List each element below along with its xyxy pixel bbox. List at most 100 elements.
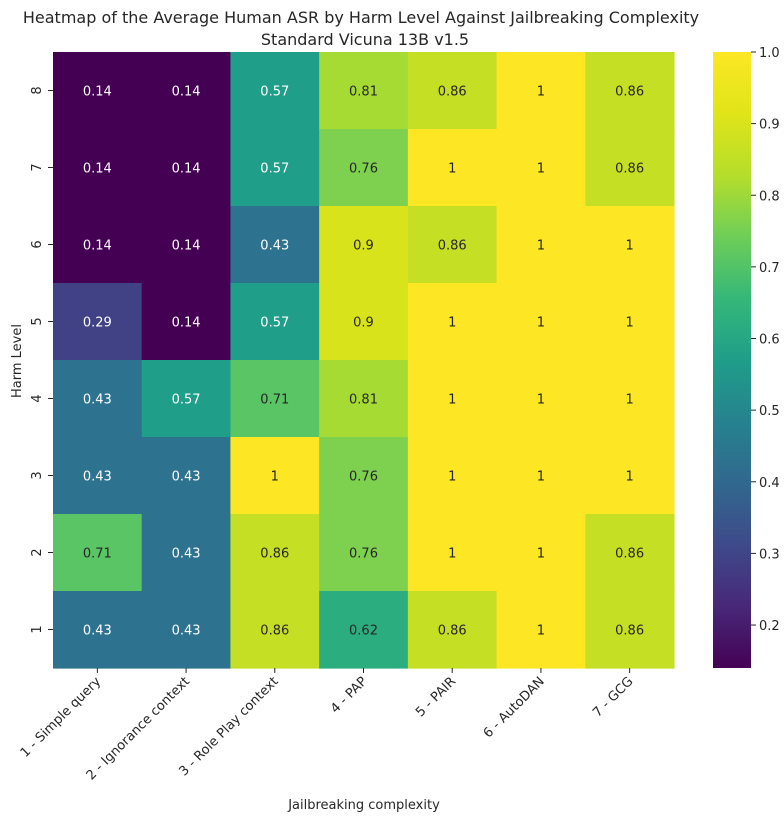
heatmap-cell — [230, 591, 320, 669]
cell-value-label: 1 — [448, 316, 456, 331]
colorbar-tick-label: 0.9 — [759, 118, 780, 133]
heatmap-cell — [407, 206, 498, 284]
heatmap-cell — [407, 360, 498, 438]
heatmap-cell — [496, 360, 586, 438]
heatmap-cell — [585, 129, 675, 207]
cell-value-label: 0.86 — [615, 624, 644, 639]
heatmap-cell — [230, 283, 320, 361]
cell-value-label: 0.71 — [83, 547, 112, 562]
cell-value-label: 0.57 — [260, 85, 289, 100]
heatmap-cell — [496, 206, 586, 284]
x-tick-label: 2 - Ignorance context — [84, 674, 193, 783]
heatmap-cell — [585, 283, 675, 361]
heatmap-cell — [141, 52, 232, 130]
cell-value-label: 0.57 — [260, 162, 289, 177]
y-tick-label: 2 — [30, 548, 45, 556]
cell-value-label: 0.14 — [172, 85, 201, 100]
heatmap-cell — [53, 437, 143, 515]
y-tick-label: 8 — [30, 86, 45, 94]
colorbar-tick-label: 0.5 — [759, 404, 780, 419]
y-tick-label: 5 — [30, 317, 45, 325]
cell-value-label: 1 — [537, 162, 545, 177]
cell-value-label: 0.43 — [83, 470, 112, 485]
cell-value-label: 0.14 — [83, 85, 112, 100]
heatmap-cell — [496, 437, 586, 515]
cell-value-label: 0.86 — [438, 85, 467, 100]
heatmap-cell — [53, 129, 143, 207]
heatmap-cell — [407, 591, 498, 669]
y-tick-label: 1 — [30, 625, 45, 633]
heatmap-cell — [141, 591, 232, 669]
cell-value-label: 0.81 — [349, 393, 378, 408]
colorbar-tick-label: 0.7 — [759, 261, 780, 276]
cell-value-label: 0.14 — [83, 162, 112, 177]
cell-value-label: 0.71 — [260, 393, 289, 408]
colorbar-scale — [713, 52, 751, 668]
heatmap-cell — [230, 206, 320, 284]
heatmap-cell — [319, 283, 409, 361]
cell-value-label: 1 — [625, 316, 633, 331]
cell-value-label: 1 — [537, 470, 545, 485]
cell-annotations: 0.14 0.14 0.57 0.81 0.86 1 0.86 0.14 0.14 0.57 0.7… — [83, 85, 644, 639]
heatmap-cell — [141, 360, 232, 438]
x-axis-label: Jailbreaking complexity — [287, 798, 440, 813]
cell-value-label: 1 — [625, 393, 633, 408]
cell-value-label: 0.43 — [83, 624, 112, 639]
heatmap-cell — [141, 206, 232, 284]
heatmap-cell — [230, 360, 320, 438]
y-axis-ticks: 8 7 6 5 4 3 2 1 — [30, 86, 53, 634]
heatmap-cell — [53, 206, 143, 284]
heatmap-cell — [496, 129, 586, 207]
cell-value-label: 0.86 — [260, 624, 289, 639]
heatmap-cell — [319, 591, 409, 669]
heatmap-cell — [53, 52, 143, 130]
cell-value-label: 0.76 — [349, 162, 378, 177]
cell-value-label: 1 — [537, 316, 545, 331]
colorbar-tick-label: 0.6 — [759, 333, 780, 348]
heatmap-cell — [141, 514, 232, 592]
heatmap-cell — [319, 437, 409, 515]
cell-value-label: 1 — [625, 470, 633, 485]
cell-value-label: 0.43 — [172, 470, 201, 485]
cell-value-label: 0.43 — [172, 547, 201, 562]
heatmap-cells — [53, 52, 675, 669]
colorbar-tick-label: 0.4 — [759, 476, 780, 491]
heatmap-cell — [141, 129, 232, 207]
heatmap-cell — [496, 591, 586, 669]
x-tick-label: 7 - GCG — [590, 674, 636, 720]
colorbar-tick-label: 0.2 — [759, 619, 780, 634]
colorbar-tick-label: 0.8 — [759, 189, 780, 204]
heatmap-cell — [141, 437, 232, 515]
cell-value-label: 0.43 — [172, 624, 201, 639]
cell-value-label: 0.86 — [615, 162, 644, 177]
cell-value-label: 0.76 — [349, 547, 378, 562]
heatmap-cell — [53, 360, 143, 438]
heatmap-cell — [141, 283, 232, 361]
cell-value-label: 0.76 — [349, 470, 378, 485]
cell-value-label: 0.86 — [438, 624, 467, 639]
cell-value-label: 0.43 — [260, 239, 289, 254]
heatmap-cell — [496, 514, 586, 592]
heatmap-cell — [230, 437, 320, 515]
x-tick-label: 5 - PAIR — [413, 674, 459, 720]
cell-value-label: 0.14 — [172, 316, 201, 331]
cell-value-label: 0.14 — [83, 239, 112, 254]
cell-value-label: 0.62 — [349, 624, 378, 639]
heatmap-cell — [407, 514, 498, 592]
heatmap-cell — [585, 514, 675, 592]
cell-value-label: 1 — [448, 470, 456, 485]
heatmap-cell — [407, 129, 498, 207]
heatmap-cell — [407, 283, 498, 361]
cell-value-label: 1 — [537, 239, 545, 254]
cell-value-label: 0.29 — [83, 316, 112, 331]
heatmap-cell — [319, 129, 409, 207]
cell-value-label: 1 — [625, 239, 633, 254]
cell-value-label: 1 — [537, 85, 545, 100]
heatmap-cell — [496, 283, 586, 361]
cell-value-label: 0.86 — [438, 239, 467, 254]
heatmap-cell — [407, 437, 498, 515]
cell-value-label: 1 — [271, 470, 279, 485]
heatmap-cell — [230, 129, 320, 207]
